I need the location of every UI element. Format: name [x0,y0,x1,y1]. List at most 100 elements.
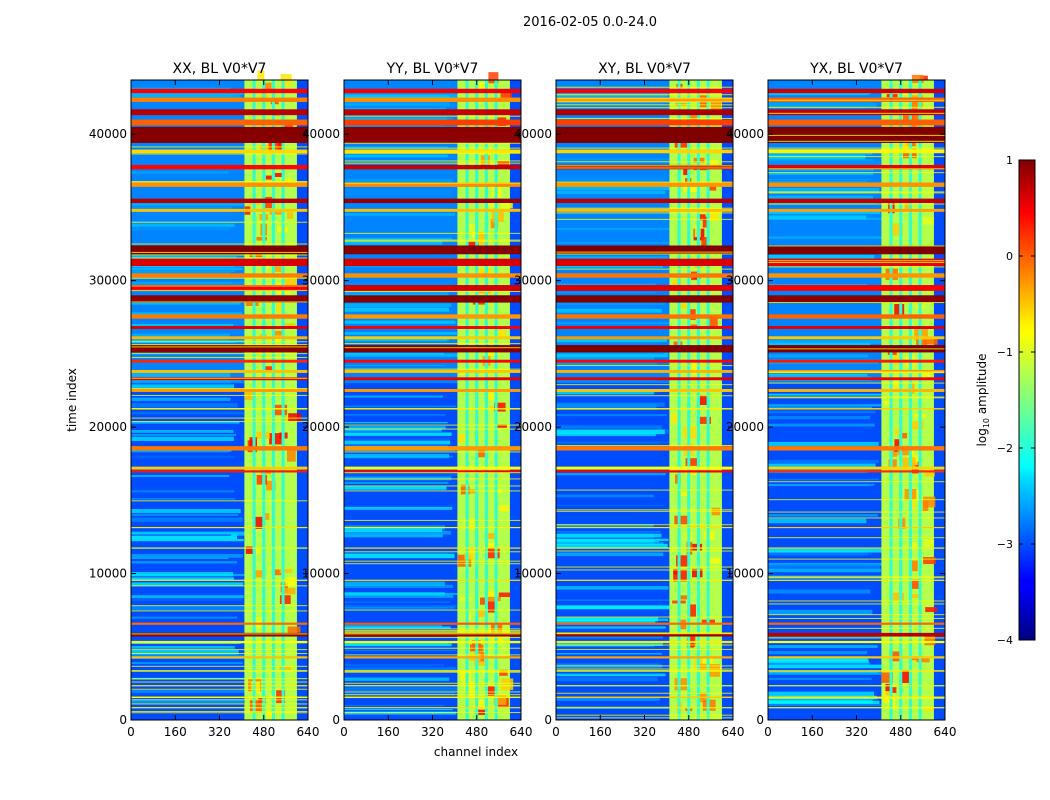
band-block [269,433,283,445]
rfi-band [131,119,308,126]
rfi-line [131,289,308,291]
rfi-band [556,377,733,381]
rfi-band [131,314,308,319]
rfi-band [131,685,308,687]
rfi-band [556,369,733,373]
band-block [924,339,938,345]
x-tick-label: 0 [552,725,560,739]
y-tick-label: 10000 [302,567,340,581]
rfi-line [556,365,733,367]
noise-strip [131,434,237,436]
noise-strip [768,635,876,639]
noise-strip [768,651,868,655]
rfi-line [556,566,733,568]
x-tick-label: 160 [377,725,400,739]
rfi-band [131,446,308,451]
rfi-band [131,164,308,170]
band-block [286,212,294,219]
rfi-line [556,94,733,96]
noise-strip [131,397,231,401]
colorbar-tick-label: 1 [1006,154,1013,167]
rfi-line [131,678,308,680]
rfi-line [556,165,733,167]
band-block [278,140,284,151]
rfi-line [131,633,308,635]
rfi-band [131,656,308,659]
band-block [909,501,916,510]
rfi-line [768,156,945,158]
noise-strip [344,704,445,707]
noise-strip [344,593,459,595]
rfi-band [768,470,945,473]
noise-strip [768,661,870,665]
rfi-band [556,466,733,470]
rfi-band [131,273,308,278]
rfi-band [131,640,308,644]
rfi-line [768,372,945,374]
rfi-band [556,336,733,340]
noise-strip [131,384,235,389]
rfi-band [344,369,521,373]
rfi-line [131,417,308,419]
rfi-band [344,656,521,659]
band-gap-line [889,80,893,720]
panel-xx: XX, BL V0*V7 0 160 320 480 640 0 10000 20000 3000… [89,61,320,739]
band-block [487,601,497,613]
rfi-line [768,697,945,699]
band-block [266,480,276,491]
y-tick-label: 30000 [514,274,552,288]
band-block [922,500,929,511]
band-block [679,304,688,309]
band-block [707,186,717,191]
rfi-band [768,446,945,451]
noise-strip [556,541,660,543]
noise-strip [556,402,665,407]
rfi-band [768,466,945,470]
rfi-line [768,517,945,519]
band-block [458,433,468,443]
band-block [265,175,272,180]
rfi-line [344,551,521,553]
band-block [287,626,301,633]
rfi-line [556,101,733,103]
noise-strip [131,411,245,415]
noise-strip [344,709,453,711]
band-block [476,268,491,276]
rfi-band [768,670,945,672]
rfi-band [344,336,521,340]
noise-strip [556,530,661,533]
rfi-line [768,371,945,373]
band-block [698,663,711,672]
band-block [276,303,285,314]
rfi-band [344,377,521,381]
rfi-band [131,208,308,212]
band-block [680,595,687,600]
rfi-band [556,208,733,212]
band-block [892,376,902,385]
rfi-line [131,221,308,223]
noise-strip [768,415,871,420]
band-block [900,432,908,439]
band-block [477,82,489,90]
noise-strip [768,551,873,556]
rfi-band [768,273,945,278]
rfi-line [131,257,308,259]
noise-strip [131,517,243,522]
y-tick-label: 30000 [89,274,127,288]
rfi-band [768,377,945,381]
noise-strip [344,530,451,535]
noise-strip [768,404,882,407]
rfi-line [556,668,733,670]
rfi-band [344,446,521,451]
rfi-line [131,146,308,148]
rfi-line [344,485,521,487]
rfi-line [131,153,308,155]
rfi-band [131,389,308,392]
colorbar-label-tail: amplitude [975,354,989,418]
noise-strip [768,483,875,486]
band-block [460,484,470,495]
rfi-line [344,632,521,634]
band-block [674,678,687,691]
rfi-band [768,369,945,373]
rfi-line [768,627,945,629]
